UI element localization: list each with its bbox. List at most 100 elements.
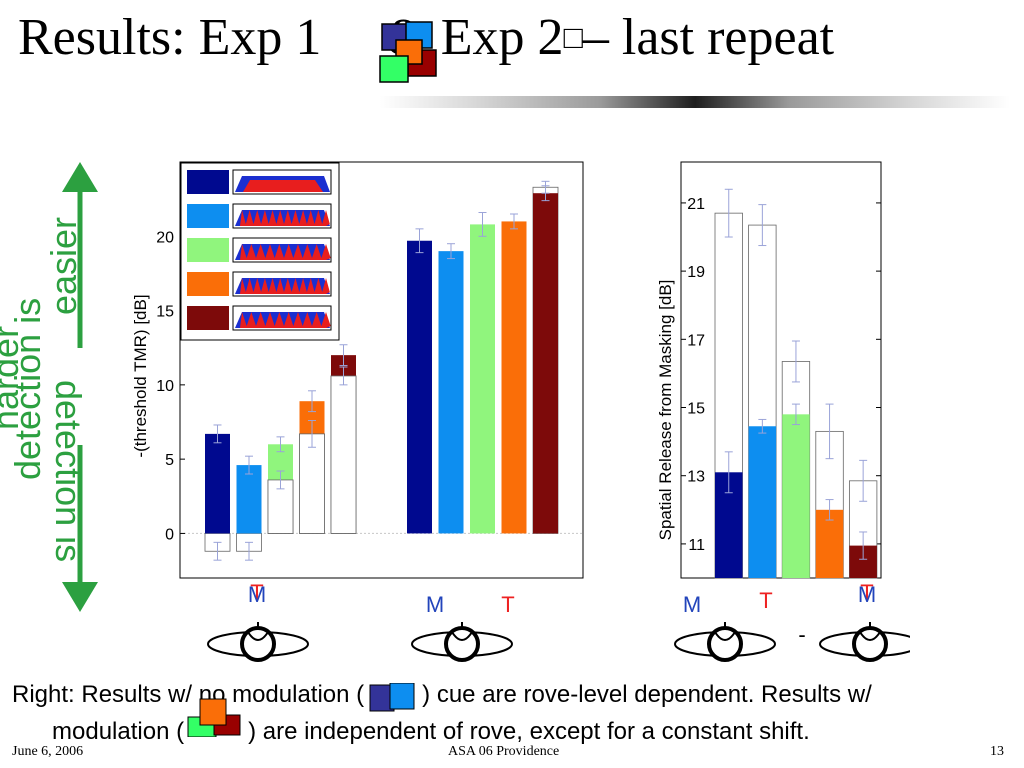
left-chart-bar bbox=[205, 433, 230, 534]
right-chart-outline-error-bar bbox=[724, 188, 733, 238]
caption-line2-end: ) are independent of rove, except for a … bbox=[248, 718, 810, 745]
left-chart-error-bar bbox=[478, 212, 487, 237]
label-T-4: T bbox=[860, 580, 873, 605]
condition-labels: T M M T M T T M - bbox=[207, 580, 910, 662]
legend-swatch bbox=[187, 170, 229, 194]
label-T-1: T bbox=[250, 580, 263, 605]
left-chart-bar bbox=[407, 240, 432, 534]
right-chart-ytick-label: 13 bbox=[687, 469, 705, 486]
side-label-bottom-line1: detection is bbox=[48, 380, 89, 562]
legend-waveform-icon bbox=[232, 169, 332, 195]
right-chart-bar bbox=[815, 509, 844, 578]
left-chart-outline-error-bar bbox=[213, 541, 222, 561]
left-bar-chart: 0 5 10 15 20 -(threshold TMR) [dB] bbox=[131, 161, 584, 579]
listener-head-icon bbox=[411, 622, 513, 662]
side-label-top-line2: easier bbox=[43, 217, 84, 315]
color-squares-icon bbox=[379, 21, 437, 83]
left-chart-outline-error-bar bbox=[541, 180, 550, 194]
right-chart-error-bar bbox=[724, 451, 733, 494]
legend-swatch bbox=[187, 272, 229, 296]
caption-line2-start: modulation ( bbox=[52, 718, 185, 745]
legend-waveform-icon bbox=[232, 237, 332, 263]
left-chart-ytick-label: 5 bbox=[165, 452, 174, 469]
right-chart-ylabel: Spatial Release from Masking [dB] bbox=[656, 280, 675, 541]
right-chart-bar bbox=[782, 414, 810, 578]
down-arrow-head bbox=[62, 582, 98, 612]
blue-squares-icon bbox=[364, 682, 422, 712]
right-chart-outline-error-bar bbox=[825, 403, 834, 460]
left-chart-error-bar bbox=[308, 390, 316, 413]
left-chart-bar bbox=[236, 465, 262, 534]
title-divider bbox=[380, 96, 1010, 108]
right-chart-ytick-label: 11 bbox=[688, 537, 705, 554]
left-chart-outline-overlay bbox=[299, 433, 325, 534]
left-chart-bar bbox=[533, 193, 558, 534]
label-M-2: M bbox=[426, 592, 444, 617]
right-chart-outline-error-bar bbox=[791, 340, 800, 383]
side-label-bottom-line2: harder bbox=[0, 326, 26, 430]
left-chart-ytick-label: 10 bbox=[156, 378, 174, 395]
legend-swatch bbox=[187, 238, 229, 262]
legend-waveform-icon bbox=[232, 271, 332, 297]
footer-center: ASA 06 Providence bbox=[448, 744, 560, 759]
left-chart-error-bar bbox=[510, 213, 518, 230]
caption-line1-start: Right: Results w/ no modulation ( bbox=[12, 681, 365, 708]
left-chart-error-bar bbox=[213, 424, 222, 444]
label-M-4: M bbox=[858, 582, 876, 607]
label-T-3: T bbox=[759, 588, 772, 613]
left-chart-error-bar bbox=[245, 455, 253, 475]
left-chart-outline-overlay bbox=[330, 375, 357, 534]
side-label-top-line1: detection is bbox=[7, 298, 48, 480]
legend-swatch bbox=[187, 204, 229, 228]
caption-line-2: modulation ( ) are independent of rove, e… bbox=[12, 698, 1012, 748]
footer-page-number: 13 bbox=[990, 744, 1004, 759]
up-arrow-head bbox=[62, 162, 98, 192]
left-chart-ytick-label: 15 bbox=[156, 304, 174, 321]
right-chart-bar bbox=[748, 426, 777, 578]
title-glyph: □ bbox=[563, 19, 583, 55]
right-chart-error-bar bbox=[791, 403, 800, 426]
caption-line-1: Right: Results w/ no modulation ( ) cue a… bbox=[12, 678, 1012, 712]
left-chart-error-bar bbox=[447, 243, 455, 260]
listener-head-icon bbox=[674, 622, 776, 662]
right-chart-error-bar bbox=[758, 418, 767, 434]
left-chart-ytick-label: 20 bbox=[156, 229, 174, 246]
caption-line1-end: ) cue are rove-level dependent. Results … bbox=[422, 681, 872, 708]
left-chart-frame bbox=[179, 161, 584, 579]
right-chart-ytick-label: 17 bbox=[687, 332, 705, 349]
label-M-1: M bbox=[248, 582, 266, 607]
up-arrow-icon bbox=[62, 162, 98, 348]
listener-head-icon bbox=[207, 622, 309, 662]
left-chart-error-bar bbox=[415, 228, 424, 254]
left-chart-bar bbox=[470, 224, 495, 534]
left-chart-outline-error-bar bbox=[339, 366, 348, 386]
left-chart-bar bbox=[501, 221, 527, 534]
title-text-part3: – last repeat bbox=[582, 9, 835, 66]
bottom-caption: Right: Results w/ no modulation ( ) cue a… bbox=[12, 678, 1012, 748]
right-chart-error-bar bbox=[825, 499, 834, 521]
right-chart-ytick-label: 19 bbox=[687, 264, 705, 281]
left-chart-error-bar bbox=[339, 344, 348, 367]
left-chart-outline-error-bar bbox=[245, 541, 253, 561]
legend-waveform-icon bbox=[232, 203, 332, 229]
left-chart-ylabel: -(threshold TMR) [dB] bbox=[131, 294, 150, 457]
mixed-squares-icon bbox=[184, 698, 248, 741]
left-chart-outline-error-bar bbox=[308, 420, 316, 448]
right-bar-chart: 11 13 15 17 19 21 Spatial Release from Maskin… bbox=[656, 161, 882, 579]
label-T-2: T bbox=[501, 592, 514, 617]
label-M-3: M bbox=[683, 592, 701, 617]
slide-title: Results: Exp 1 & Exp 2□– last repeat bbox=[18, 12, 834, 64]
left-chart-error-bar bbox=[276, 436, 285, 453]
down-arrow-icon bbox=[62, 445, 98, 612]
left-chart-bar bbox=[438, 251, 464, 534]
footer-date: June 6, 2006 bbox=[12, 744, 84, 759]
legend-swatch bbox=[187, 306, 229, 330]
right-chart-outline-error-bar bbox=[859, 459, 868, 502]
right-chart-outline-error-bar bbox=[758, 204, 767, 247]
minus-sign: - bbox=[798, 622, 805, 647]
right-chart-frame bbox=[680, 161, 882, 579]
side-annotation: detection is easier detection is harder bbox=[0, 162, 98, 612]
listener-head-icon bbox=[819, 622, 910, 662]
left-chart-ytick-label: 0 bbox=[165, 526, 174, 543]
left-chart-outline-error-bar bbox=[276, 470, 285, 490]
